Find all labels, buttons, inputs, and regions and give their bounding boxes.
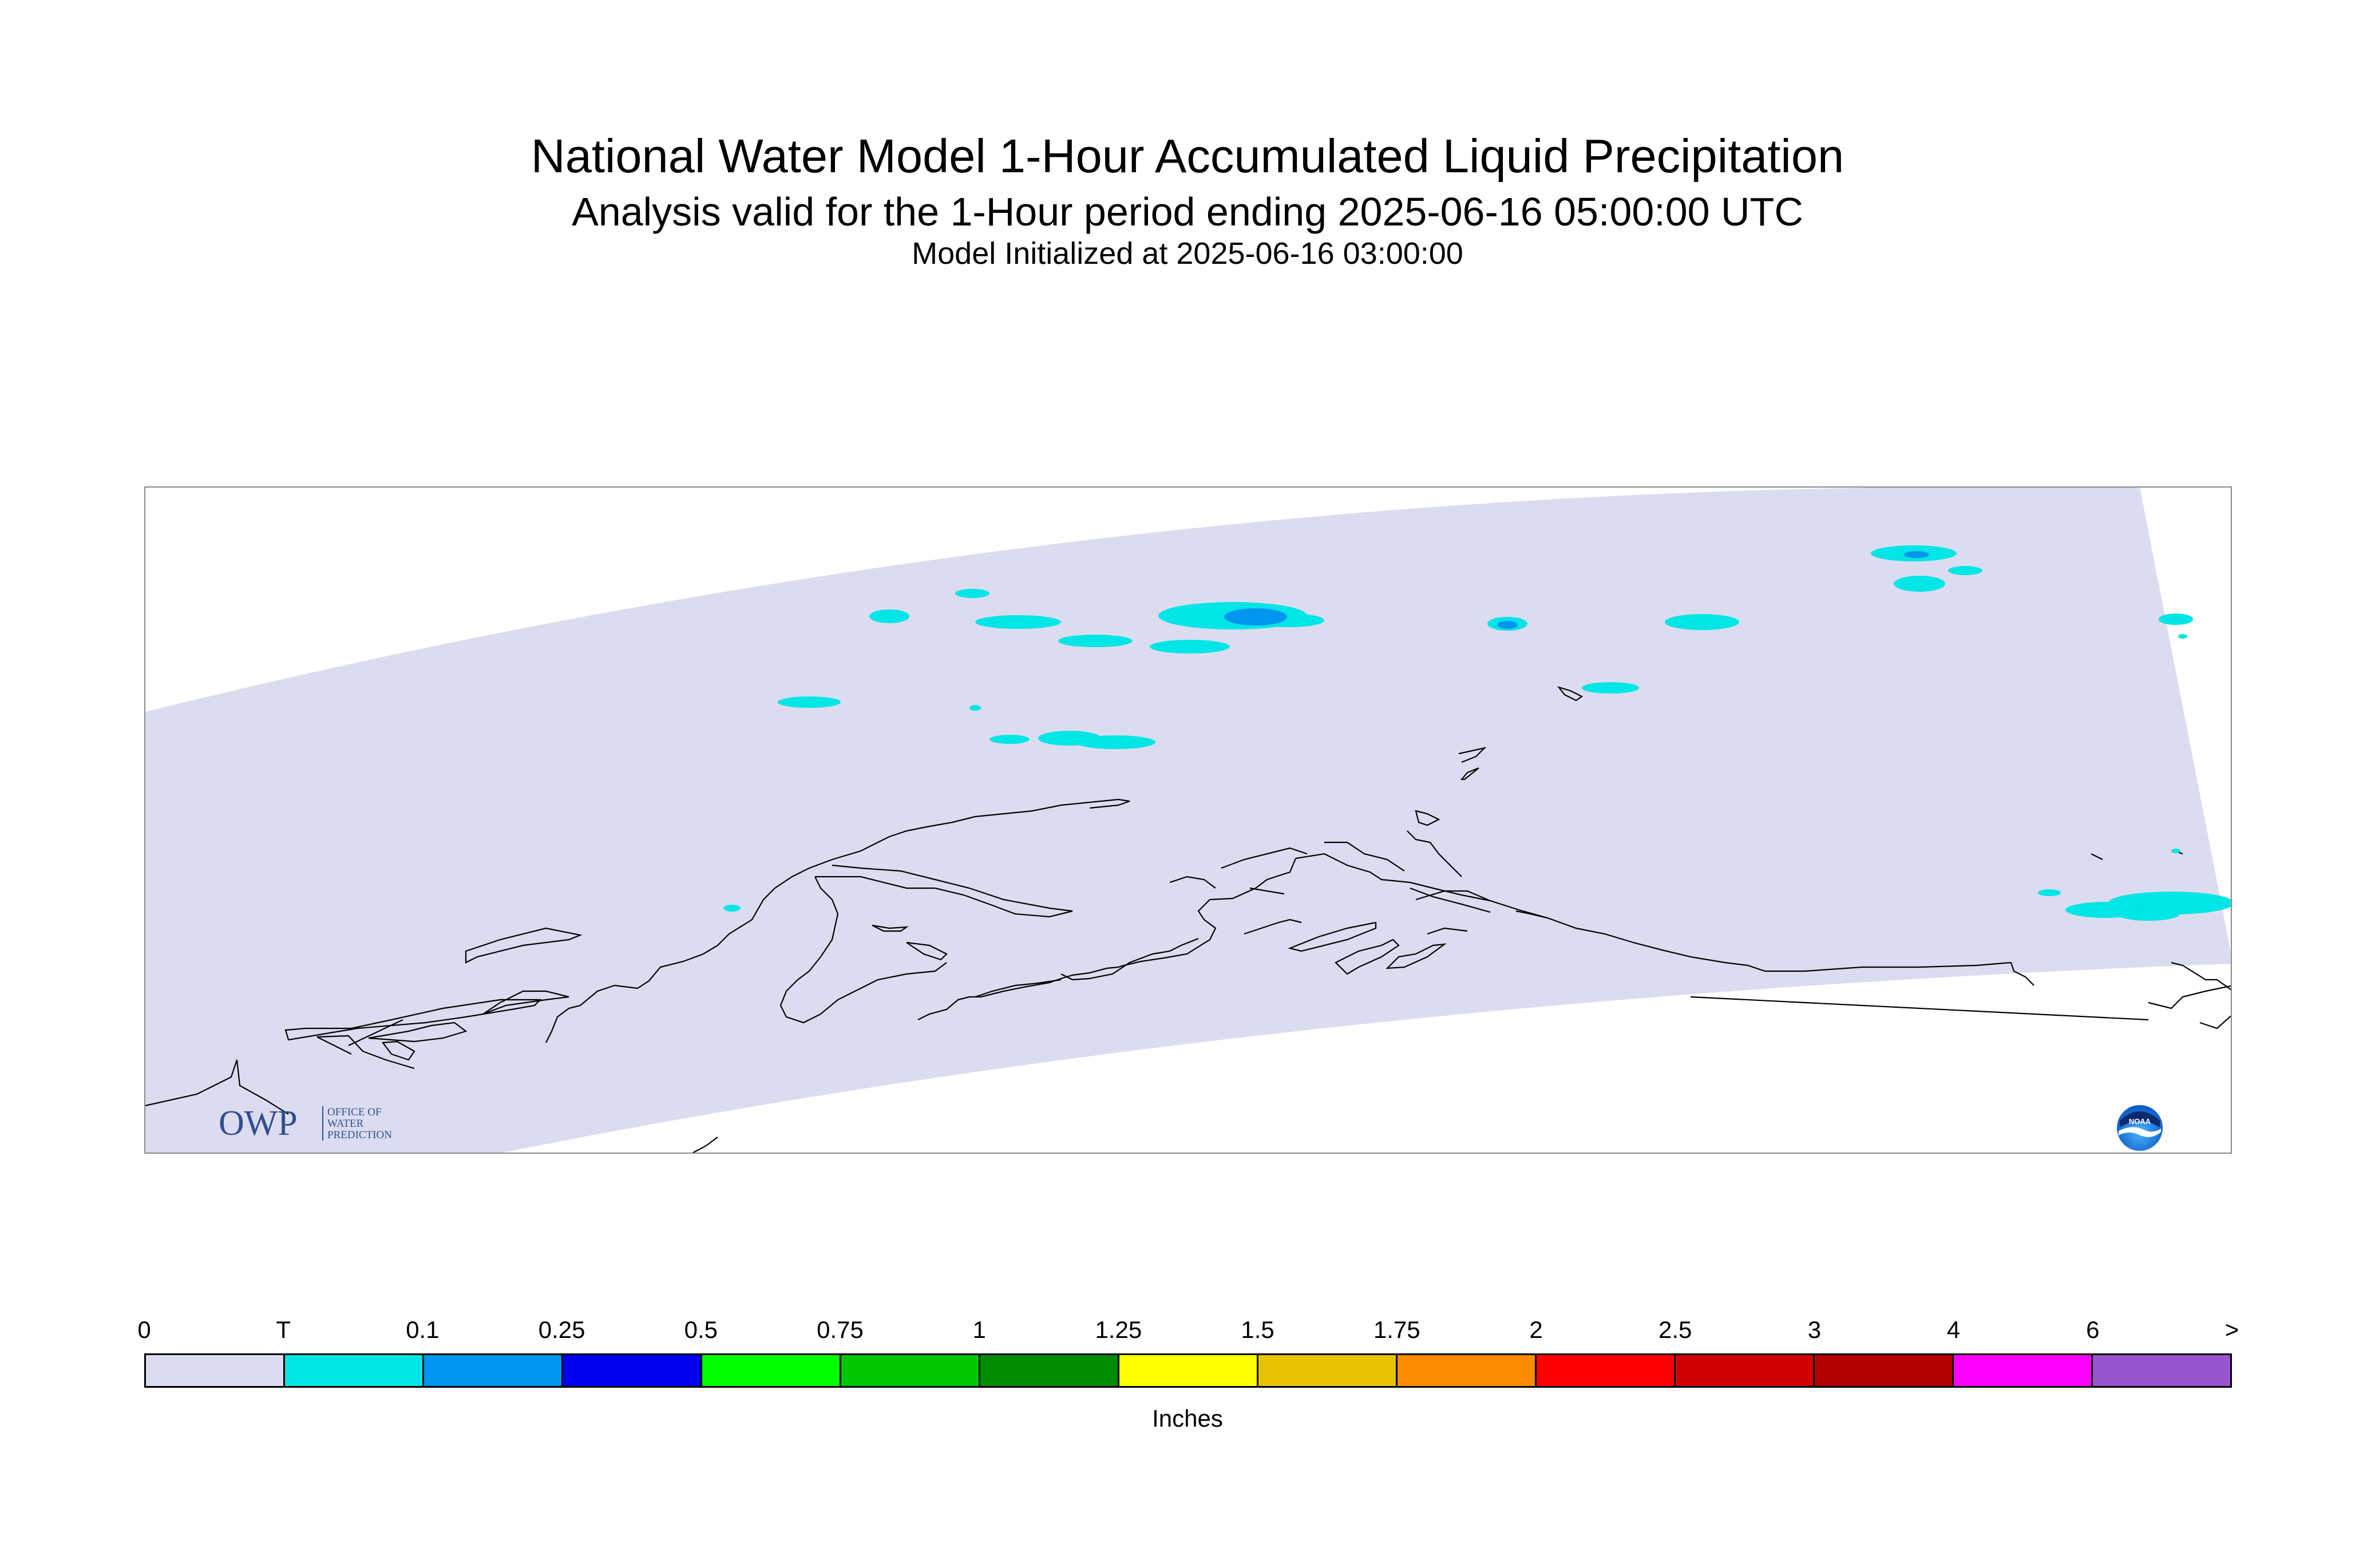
color-bar-segment <box>424 1355 563 1386</box>
precip-light-areas <box>1224 551 1929 629</box>
map-title: National Water Model 1-Hour Accumulated … <box>531 129 1844 183</box>
legend-tick-label: 1.75 <box>1373 1316 1420 1343</box>
svg-text:WATER: WATER <box>327 1118 364 1130</box>
color-bar <box>144 1353 2232 1388</box>
svg-text:PREDICTION: PREDICTION <box>327 1129 392 1141</box>
color-bar-segment <box>285 1355 424 1386</box>
legend-tick-label: 0.25 <box>538 1316 585 1343</box>
coastlines <box>145 686 2231 1153</box>
color-bar-segment <box>563 1355 702 1386</box>
legend-tick-label: > <box>2224 1316 2239 1343</box>
legend-tick-label: 4 <box>1946 1316 1961 1343</box>
legend-unit-label: Inches <box>1152 1405 1223 1432</box>
legend-tick-label: 6 <box>2086 1316 2100 1343</box>
color-bar-segment <box>146 1355 285 1386</box>
legend-tick-label: T <box>276 1316 291 1343</box>
color-bar-segment <box>2093 1355 2230 1386</box>
map-subtitle: Analysis valid for the 1-Hour period end… <box>572 189 1803 234</box>
owp-logo: OWP OFFICE OF WATER PREDICTION <box>219 1103 425 1143</box>
legend-tick-label: 0 <box>137 1316 151 1343</box>
noaa-logo: NOAA <box>2115 1103 2164 1153</box>
color-bar-segment <box>1815 1355 1954 1386</box>
precipitation-map[interactable]: OWP OFFICE OF WATER PREDICTION NOAA <box>144 486 2232 1154</box>
noaa-logo-mark: NOAA <box>2129 1117 2151 1126</box>
map-canvas <box>145 488 2231 1153</box>
color-bar-segment <box>1398 1355 1537 1386</box>
model-init-text: Model Initialized at 2025-06-16 03:00:00 <box>912 236 1463 271</box>
legend-tick-label: 2.5 <box>1658 1316 1692 1343</box>
legend-tick-label: 3 <box>1807 1316 1822 1343</box>
legend-tick-label: 1 <box>972 1316 986 1343</box>
color-bar-segment <box>1119 1355 1258 1386</box>
color-bar-segment <box>1258 1355 1398 1386</box>
legend-tick-label: 0.5 <box>684 1316 718 1343</box>
owp-logo-mark: OWP <box>219 1104 298 1143</box>
legend-tick-label: 2 <box>1529 1316 1543 1343</box>
color-bar-segment <box>980 1355 1119 1386</box>
legend-tick-label: 0.75 <box>817 1316 864 1343</box>
model-domain <box>145 488 2231 1153</box>
legend-tick-label: 1.5 <box>1241 1316 1274 1343</box>
color-bar-segment <box>1954 1355 2093 1386</box>
color-bar-segment <box>1676 1355 1815 1386</box>
color-bar-segment <box>841 1355 980 1386</box>
color-bar-segment <box>702 1355 841 1386</box>
legend-tick-label: 0.1 <box>406 1316 440 1343</box>
color-bar-segment <box>1537 1355 1676 1386</box>
svg-text:OFFICE OF: OFFICE OF <box>327 1106 382 1118</box>
legend-tick-label: 1.25 <box>1095 1316 1142 1343</box>
